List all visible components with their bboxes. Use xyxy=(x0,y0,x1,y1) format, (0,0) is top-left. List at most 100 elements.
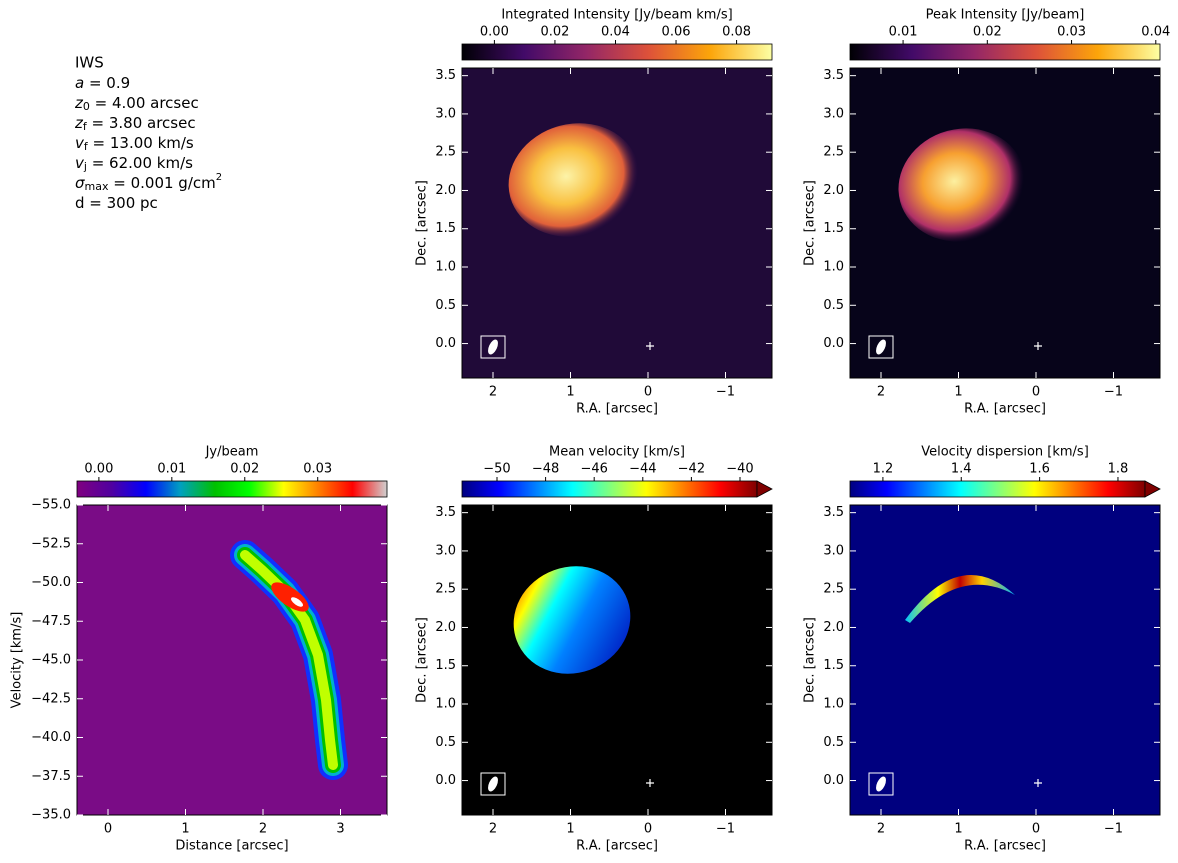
y-tick-label: 0.0 xyxy=(435,773,456,788)
info-title: IWS xyxy=(75,54,104,72)
x-tick-label: −1 xyxy=(1104,822,1123,837)
image-content xyxy=(498,550,645,690)
source-position xyxy=(1034,342,1042,350)
emission xyxy=(496,109,652,251)
axes-frame xyxy=(461,504,773,816)
x-tick-label: 2 xyxy=(877,822,885,837)
y-tick-label: 3.5 xyxy=(823,505,844,520)
x-axis-label: R.A. [arcsec] xyxy=(964,839,1046,854)
colorbar xyxy=(461,480,758,498)
colorbar-tick-label: 0.02 xyxy=(973,25,1002,40)
info-text: = 4.00 arcsec xyxy=(90,94,199,112)
x-axis-label: Distance [arcsec] xyxy=(175,839,288,854)
x-tick-label: 0 xyxy=(1032,385,1040,400)
colorbar-tick-label: 1.2 xyxy=(873,462,894,477)
y-axis-label: Velocity [km/s] xyxy=(10,612,25,709)
panel: 2 1 0 −1 0.0 0.5 1.0 1.5 2.0 2.5 3.0 3.5 R.A. [arcse… xyxy=(415,8,773,417)
x-tick-label: 2 xyxy=(489,385,497,400)
info-text: = 3.80 arcsec xyxy=(87,114,196,132)
colorbar-extension xyxy=(1144,480,1161,498)
colorbar-tick-label: 0.04 xyxy=(1141,25,1170,40)
y-tick-label: 1.0 xyxy=(435,697,456,712)
colorbar-tick-label: 0.04 xyxy=(601,25,630,40)
beam xyxy=(488,339,498,355)
y-tick-label: 3.0 xyxy=(435,543,456,558)
y-tick-label: 1.5 xyxy=(823,658,844,673)
x-tick-label: 1 xyxy=(566,385,574,400)
x-axis-label: R.A. [arcsec] xyxy=(964,402,1046,417)
y-tick-label: 2.0 xyxy=(435,620,456,635)
y-tick-label: 3.5 xyxy=(435,505,456,520)
info-text: d = 300 pc xyxy=(75,194,158,212)
y-tick-label: 3.5 xyxy=(823,68,844,83)
symbol: v xyxy=(75,134,85,152)
colorbar xyxy=(461,43,773,61)
y-tick-label: 2.5 xyxy=(435,145,456,160)
y-tick-label: 1.0 xyxy=(823,260,844,275)
x-tick-label: 1 xyxy=(954,822,962,837)
x-axis-label: R.A. [arcsec] xyxy=(576,839,658,854)
y-tick-label: 2.5 xyxy=(823,582,844,597)
beam xyxy=(488,776,498,792)
image-content xyxy=(496,109,652,251)
y-tick-label: −45.0 xyxy=(31,653,71,668)
dispersion-field xyxy=(905,575,1015,623)
info-line: vj = 62.00 km/s xyxy=(75,154,193,174)
panel: 2 1 0 −1 0.0 0.5 1.0 1.5 2.0 2.5 3.0 3.5 R.A. [arcse… xyxy=(415,445,773,854)
colorbar xyxy=(849,43,1161,61)
x-tick-label: 2 xyxy=(259,822,267,837)
y-tick-label: 0.5 xyxy=(435,298,456,313)
x-tick-label: 1 xyxy=(566,822,574,837)
superscript: 2 xyxy=(216,172,222,183)
image-background xyxy=(850,505,1160,815)
y-tick-label: 1.0 xyxy=(823,697,844,712)
y-tick-label: −40.0 xyxy=(31,730,71,745)
colorbar-tick-label: −48 xyxy=(532,462,559,477)
y-tick-label: 0.0 xyxy=(823,773,844,788)
colorbar-tick-label: 0.02 xyxy=(540,25,569,40)
panel: 0 1 2 3 −55.0 −52.5 −50.0 −47.5 −45.0 −42.5 −40.0 −… xyxy=(10,445,388,854)
y-axis-label: Dec. [arcsec] xyxy=(803,617,818,703)
y-axis-label: Dec. [arcsec] xyxy=(415,617,430,703)
image-content xyxy=(886,114,1039,255)
x-tick-label: −1 xyxy=(716,385,735,400)
x-axis-label: R.A. [arcsec] xyxy=(576,402,658,417)
info-line: zf = 3.80 arcsec xyxy=(74,114,196,134)
image-content xyxy=(905,575,1015,623)
y-tick-label: 1.5 xyxy=(823,221,844,236)
x-tick-label: 0 xyxy=(644,822,652,837)
colorbar-tick-label: −40 xyxy=(726,462,753,477)
x-tick-label: 1 xyxy=(181,822,189,837)
emission xyxy=(245,555,333,765)
beam-box xyxy=(868,335,894,359)
colorbar-tick-label: −42 xyxy=(678,462,705,477)
panel: 2 1 0 −1 0.0 0.5 1.0 1.5 2.0 2.5 3.0 3.5 R.A. [arcse… xyxy=(803,445,1161,854)
subscript: f xyxy=(83,120,88,133)
symbol: v xyxy=(75,154,85,172)
y-tick-label: 3.5 xyxy=(435,68,456,83)
colorbar-tick-label: 0.01 xyxy=(889,25,918,40)
y-tick-label: 2.0 xyxy=(823,183,844,198)
y-tick-label: 1.5 xyxy=(435,221,456,236)
x-tick-label: 0 xyxy=(1032,822,1040,837)
y-tick-label: 2.5 xyxy=(435,582,456,597)
info-line: a = 0.9 xyxy=(75,74,130,92)
y-tick-label: 0.0 xyxy=(435,336,456,351)
y-tick-label: −47.5 xyxy=(31,614,71,629)
image-background xyxy=(462,505,772,815)
panel: 2 1 0 −1 0.0 0.5 1.0 1.5 2.0 2.5 3.0 3.5 R.A. [arcse… xyxy=(803,8,1171,417)
colorbar xyxy=(76,480,388,498)
colorbar-tick-label: −50 xyxy=(483,462,510,477)
source-position xyxy=(646,779,654,787)
symbol: a xyxy=(75,74,84,92)
info-text: = 13.00 km/s xyxy=(88,134,194,152)
y-tick-label: 3.0 xyxy=(823,543,844,558)
axes-frame xyxy=(849,67,1161,379)
y-tick-label: 2.0 xyxy=(435,183,456,198)
image-content xyxy=(245,555,333,765)
info-text: = 0.001 g/cm xyxy=(108,174,215,192)
subscript: 0 xyxy=(83,100,90,113)
y-axis-label: Dec. [arcsec] xyxy=(415,180,430,266)
